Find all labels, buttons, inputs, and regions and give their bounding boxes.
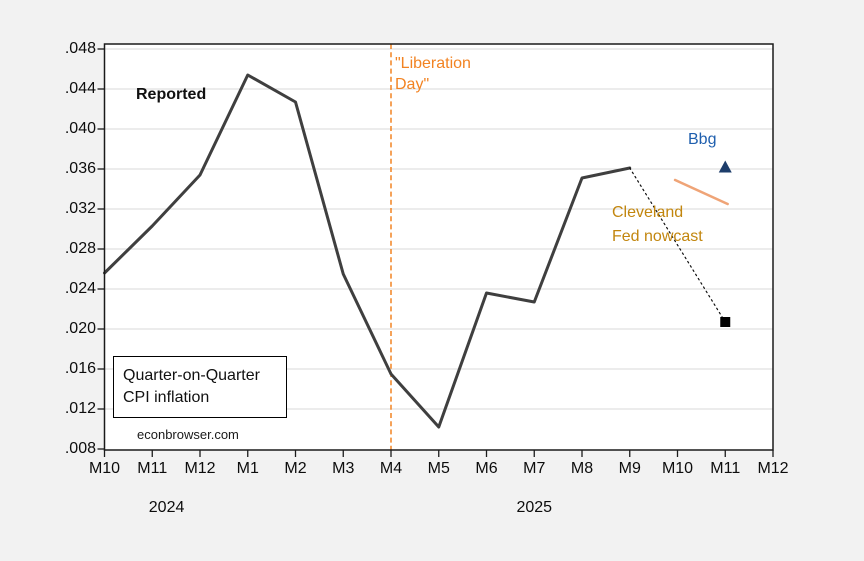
x-tick-label: M12 [184,460,216,477]
reported-series-label: Reported [136,86,207,103]
cleveland-fed-nowcast-segment-line [673,178,729,206]
y-tick-label: .020 [64,320,96,337]
x-tick-label: M10 [661,460,694,477]
x-tick-label: M3 [332,460,355,477]
year-label: 2025 [516,499,553,516]
x-tick-label: M9 [618,460,641,477]
x-tick-label: M8 [570,460,594,477]
y-tick-label: .028 [64,240,96,257]
y-tick-label: .012 [64,400,96,417]
y-tick-label: .044 [64,80,96,97]
x-tick-label: M11 [137,460,168,477]
plot-frame [103,43,774,451]
y-tick-label: .032 [64,200,96,217]
dotted-projection-to-cleveland-fed-nowcast-line [629,167,726,323]
chart-title-box: Quarter-on-Quarter CPI inflation [113,356,287,418]
x-tick-label: M4 [379,460,403,477]
reported-quarter-on-quarter-cpi-inflation-line [103,73,632,429]
y-tick-label: .008 [64,440,96,457]
liberation-day-label: "Liberation Day" [395,55,471,93]
x-tick-label: M7 [523,460,546,477]
x-tick-label: M1 [236,460,259,477]
y-tick-label: .048 [64,40,96,57]
x-tick-label: M5 [427,460,450,477]
x-tick-label: M10 [88,460,121,477]
y-tick-label: .016 [64,360,96,377]
x-tick-label: M2 [284,460,307,477]
y-tick-label: .024 [64,280,96,297]
y-tick-label: .040 [64,120,96,137]
x-tick-label: M12 [757,460,789,477]
x-tick-label: M11 [710,460,741,477]
x-tick-label: M6 [475,460,498,477]
econbrowser-credit: econbrowser.com [137,427,239,442]
bbg-estimate-marker [718,160,732,173]
cleveland-fed-nowcast-label: Cleveland Fed nowcast [612,204,703,245]
year-label: 2024 [148,499,185,516]
cleveland-fed-nowcast-point-marker [720,317,731,327]
bbg-estimate-label: Bbg [688,131,717,148]
y-tick-label: .036 [64,160,96,177]
